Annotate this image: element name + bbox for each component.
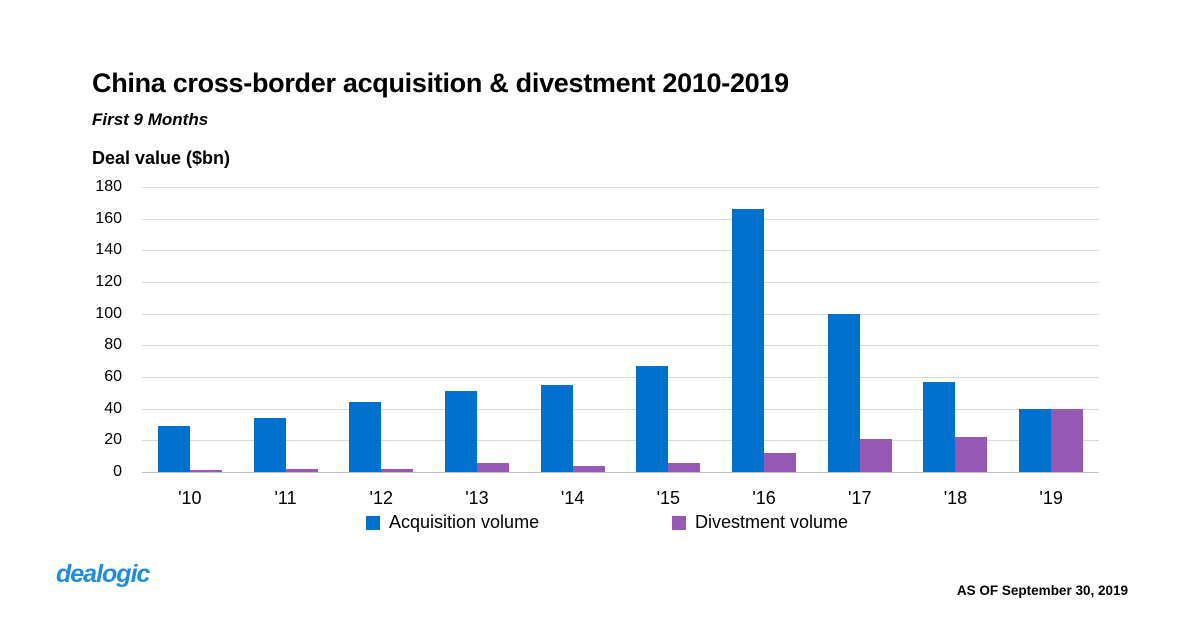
bar-acquisition [444, 391, 477, 472]
y-tick-label: 140 [95, 241, 122, 259]
x-tick-label: '19 [1039, 488, 1063, 508]
bar-divestment [668, 462, 701, 472]
bar-acquisition [1019, 408, 1052, 472]
legend-item-acquisition: Acquisition volume [366, 512, 539, 533]
bar-divestment [476, 462, 509, 472]
y-tick-label: 120 [95, 273, 122, 290]
bar-divestment [859, 438, 892, 472]
legend-label: Acquisition volume [389, 512, 540, 532]
footer: AS OF September 30, 2019 Contact mediare… [703, 546, 1128, 624]
x-tick-label: '17 [848, 488, 872, 508]
y-tick-label: 100 [95, 304, 122, 322]
as-of-text: AS OF September 30, 2019 [956, 583, 1128, 598]
y-tick-label: 80 [104, 336, 122, 354]
x-tick-label: '13 [465, 488, 489, 508]
gridline [142, 187, 1099, 188]
bar-divestment [764, 453, 797, 472]
x-tick-label: '11 [274, 488, 297, 508]
gridline [142, 250, 1099, 252]
legend-item-divestment: Divestment volume [672, 512, 848, 533]
divestment-swatch-icon [672, 515, 686, 530]
bar-divestment [285, 468, 318, 472]
x-tick-label: '16 [752, 488, 776, 508]
y-tick-label: 40 [104, 399, 122, 417]
page-title: China cross-border acquisition & divestm… [92, 68, 789, 98]
y-tick-label: 0 [113, 463, 122, 480]
bar-acquisition [349, 402, 382, 472]
x-tick-label: '14 [560, 488, 585, 508]
gridline [142, 408, 1099, 410]
bar-divestment [572, 465, 605, 472]
y-tick-label: 20 [104, 431, 122, 449]
chart-legend: Acquisition volume Divestment volume [0, 512, 1200, 538]
y-tick-label: 60 [104, 368, 122, 385]
x-tick-label: '18 [943, 488, 968, 508]
gridline [142, 218, 1099, 220]
gridline [142, 440, 1099, 442]
x-tick-label: '12 [369, 488, 393, 508]
gridline [142, 472, 1099, 473]
bar-acquisition [157, 426, 190, 472]
legend-label: Divestment volume [695, 512, 849, 532]
page-subtitle: First 9 Months [92, 110, 209, 129]
x-tick-label: '15 [656, 488, 681, 508]
y-tick-label: 160 [95, 209, 122, 227]
bar-divestment [955, 437, 988, 472]
bar-acquisition [732, 209, 765, 472]
y-axis-title: Deal value ($bn) [92, 148, 231, 168]
bar-acquisition [540, 384, 573, 472]
bar-acquisition [923, 381, 956, 472]
gridline [142, 377, 1099, 378]
y-tick-label: 180 [95, 178, 122, 195]
bar-acquisition [253, 418, 286, 472]
bar-divestment [381, 468, 414, 472]
gridline [142, 345, 1099, 347]
x-tick-label: '10 [178, 488, 202, 508]
dealogic-logo: dealogic [56, 560, 150, 588]
bar-acquisition [827, 313, 860, 472]
acquisition-swatch-icon [366, 515, 380, 530]
bar-acquisition [636, 365, 669, 472]
gridline [142, 282, 1099, 283]
gridline [142, 313, 1099, 315]
bar-divestment [189, 470, 222, 472]
bar-divestment [1051, 408, 1084, 472]
